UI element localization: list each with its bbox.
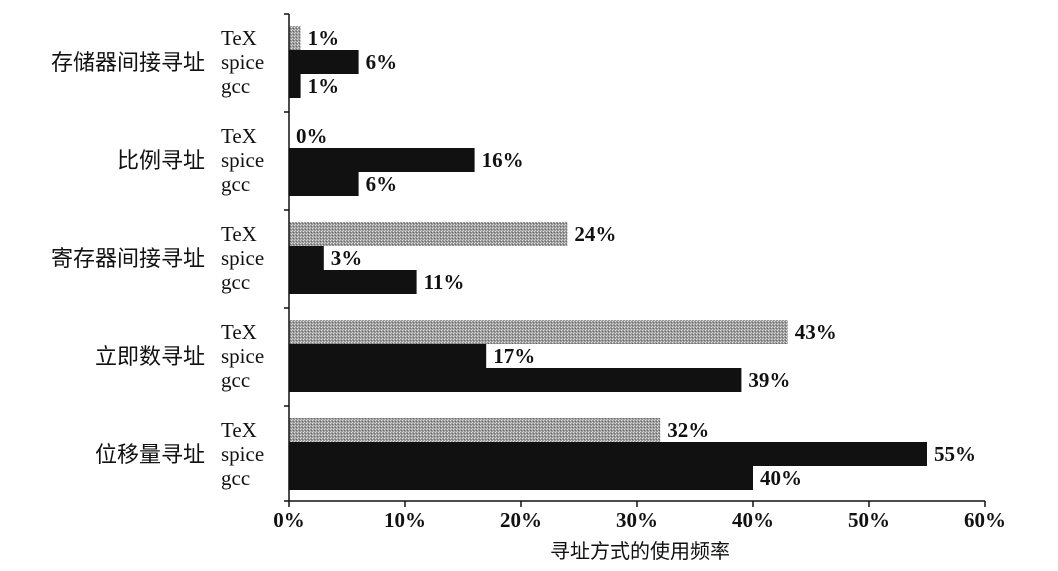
- x-axis-title: 寻址方式的使用频率: [550, 539, 730, 563]
- value-label: 1%: [308, 74, 340, 98]
- category-label: 存储器间接寻址: [51, 51, 205, 76]
- x-tick-label: 60%: [964, 508, 1006, 532]
- bar-gcc: [289, 466, 753, 490]
- category-label: 立即数寻址: [95, 345, 205, 370]
- bar-spice: [289, 442, 927, 466]
- series-label: TeX: [221, 26, 257, 50]
- series-label: spice: [221, 442, 264, 466]
- bar-gcc: [289, 172, 359, 196]
- value-label: 32%: [667, 418, 709, 442]
- bar-tex: [289, 222, 568, 246]
- series-label: gcc: [221, 74, 250, 98]
- series-label: gcc: [221, 172, 250, 196]
- bars-layer: [289, 26, 927, 490]
- value-label: 39%: [748, 368, 790, 392]
- bar-tex: [289, 26, 301, 50]
- bar-gcc: [289, 74, 301, 98]
- series-label: TeX: [221, 320, 257, 344]
- series-label: TeX: [221, 222, 257, 246]
- bar-tex: [289, 320, 788, 344]
- series-label: gcc: [221, 466, 250, 490]
- value-label: 11%: [424, 270, 465, 294]
- value-label: 1%: [308, 26, 340, 50]
- value-label: 24%: [574, 222, 616, 246]
- x-tick-label: 30%: [616, 508, 658, 532]
- bar-gcc: [289, 270, 417, 294]
- x-tick-label: 50%: [848, 508, 890, 532]
- bar-tex: [289, 418, 661, 442]
- bar-spice: [289, 246, 324, 270]
- series-label: gcc: [221, 368, 250, 392]
- value-label: 3%: [331, 246, 363, 270]
- series-label: gcc: [221, 270, 250, 294]
- series-label: spice: [221, 50, 264, 74]
- value-label: 55%: [934, 442, 976, 466]
- value-label: 43%: [795, 320, 837, 344]
- series-label: TeX: [221, 124, 257, 148]
- bar-spice: [289, 344, 487, 368]
- value-label: 40%: [760, 466, 802, 490]
- value-label: 6%: [366, 50, 398, 74]
- x-tick-label: 0%: [273, 508, 305, 532]
- category-label: 位移量寻址: [95, 443, 205, 468]
- category-label: 比例寻址: [117, 149, 205, 174]
- x-tick-label: 20%: [500, 508, 542, 532]
- value-label: 6%: [366, 172, 398, 196]
- x-tick-label: 10%: [384, 508, 426, 532]
- series-label: spice: [221, 344, 264, 368]
- axes-layer: 0% 10% 20% 30% 40% 50% 60%: [273, 13, 1006, 532]
- x-tick-label: 40%: [732, 508, 774, 532]
- category-label: 寄存器间接寻址: [51, 247, 205, 272]
- bar-gcc: [289, 368, 742, 392]
- bar-spice: [289, 148, 475, 172]
- value-label: 17%: [493, 344, 535, 368]
- bar-spice: [289, 50, 359, 74]
- series-label: TeX: [221, 418, 257, 442]
- value-label: 0%: [296, 124, 328, 148]
- series-label: spice: [221, 148, 264, 172]
- labels-layer: 存储器间接寻址 TeX 1% spice 6% gcc 1% 比例寻址 TeX 0% spice 16…: [51, 26, 976, 490]
- series-label: spice: [221, 246, 264, 270]
- value-label: 16%: [482, 148, 524, 172]
